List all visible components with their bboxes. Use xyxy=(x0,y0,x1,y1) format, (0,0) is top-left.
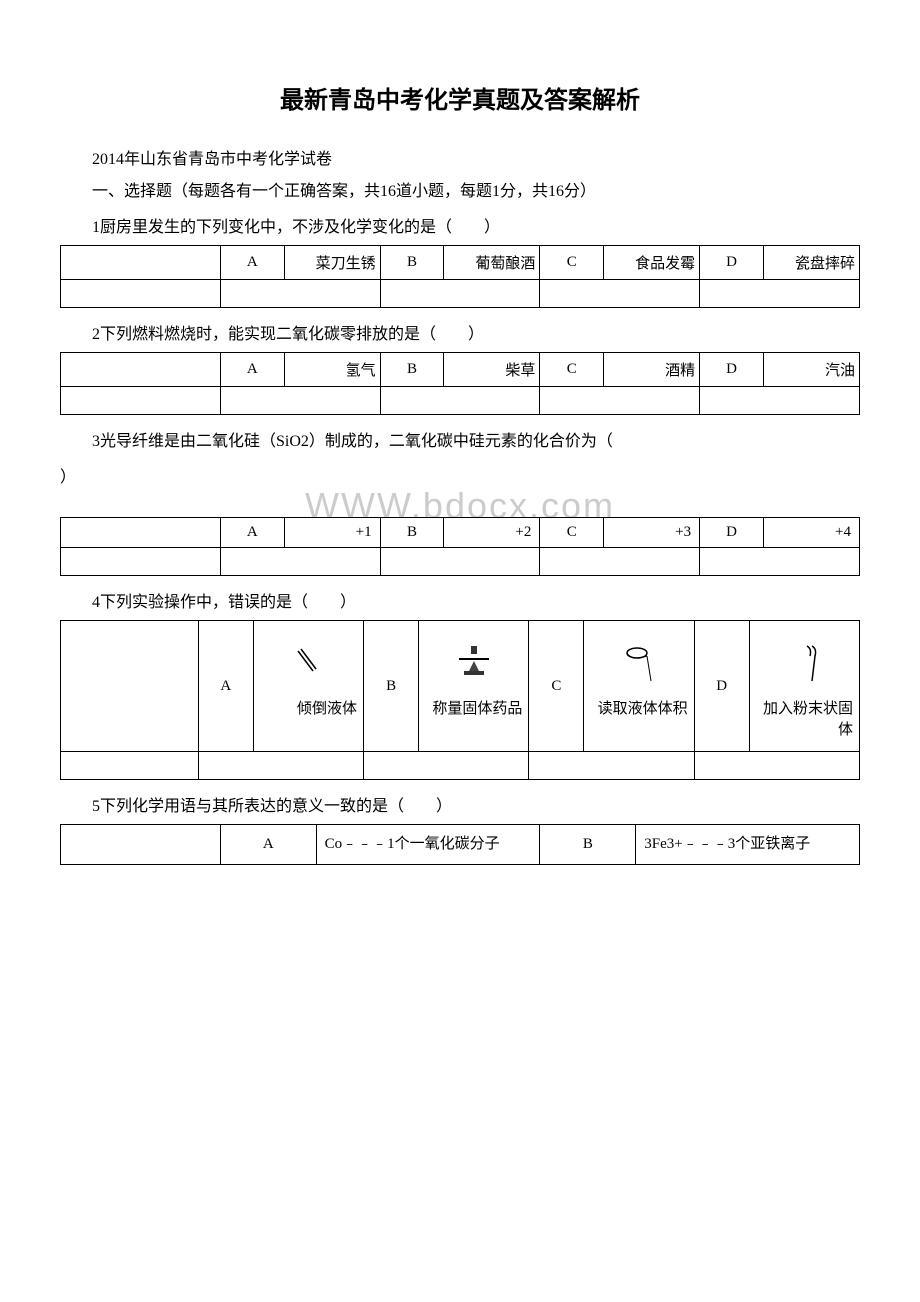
blank-cell xyxy=(61,246,221,280)
option-cell: 读取液体体积 xyxy=(584,621,694,752)
exam-subtitle: 2014年山东省青岛市中考化学试卷 xyxy=(60,145,860,169)
blank-cell xyxy=(694,752,859,780)
blank-cell xyxy=(540,387,700,415)
option-text: 读取液体体积 xyxy=(590,699,687,720)
option-cell: 称量固体药品 xyxy=(419,621,529,752)
option-label: C xyxy=(540,353,604,387)
blank-cell xyxy=(198,752,363,780)
blank-cell xyxy=(529,752,694,780)
option-cell: 加入粉末状固体 xyxy=(749,621,859,752)
option-text: 菜刀生锈 xyxy=(284,246,380,280)
q4-table: A 倾倒液体 B 称量固体药品 C xyxy=(60,620,860,780)
page-title: 最新青岛中考化学真题及答案解析 xyxy=(60,80,860,115)
blank-cell xyxy=(380,387,540,415)
blank-cell xyxy=(61,621,199,752)
blank-cell xyxy=(220,280,380,308)
q1-table: A 菜刀生锈 B 葡萄酿酒 C 食品发霉 D 瓷盘摔碎 xyxy=(60,245,860,308)
question-4: 4下列实验操作中，错误的是（ ） xyxy=(60,588,860,612)
add-powder-icon xyxy=(756,631,853,691)
table-row xyxy=(61,548,860,576)
table-row: A 倾倒液体 B 称量固体药品 C xyxy=(61,621,860,752)
blank-cell xyxy=(364,752,529,780)
option-text: 汽油 xyxy=(764,353,860,387)
option-text: 氢气 xyxy=(284,353,380,387)
option-label: B xyxy=(540,825,636,865)
question-2: 2下列燃料燃烧时，能实现二氧化碳零排放的是（ ） xyxy=(60,320,860,344)
option-label: A xyxy=(220,825,316,865)
blank-cell xyxy=(700,280,860,308)
option-text: 3Fe3+﹣﹣﹣3个亚铁离子 xyxy=(636,825,860,865)
option-text: Co﹣﹣﹣1个一氧化碳分子 xyxy=(316,825,540,865)
table-row: A 氢气 B 柴草 C 酒精 D 汽油 xyxy=(61,353,860,387)
question-3: 3光导纤维是由二氧化硅（SiO2）制成的，二氧化碳中硅元素的化合价为（ xyxy=(60,427,860,451)
table-row: A 菜刀生锈 B 葡萄酿酒 C 食品发霉 D 瓷盘摔碎 xyxy=(61,246,860,280)
question-1: 1厨房里发生的下列变化中，不涉及化学变化的是（ ） xyxy=(60,213,860,237)
q5-table: A Co﹣﹣﹣1个一氧化碳分子 B 3Fe3+﹣﹣﹣3个亚铁离子 xyxy=(60,824,860,865)
option-label: B xyxy=(380,246,444,280)
question-3-cont: ） xyxy=(60,463,860,487)
option-text: 葡萄酿酒 xyxy=(444,246,540,280)
option-label: B xyxy=(380,353,444,387)
blank-cell xyxy=(540,280,700,308)
option-label: C xyxy=(540,246,604,280)
option-label: D xyxy=(700,246,764,280)
blank-cell xyxy=(220,387,380,415)
blank-cell xyxy=(61,280,221,308)
option-text: 食品发霉 xyxy=(604,246,700,280)
option-text: 加入粉末状固体 xyxy=(756,699,853,741)
option-label: D xyxy=(694,621,749,752)
option-text: 酒精 xyxy=(604,353,700,387)
option-label: A xyxy=(220,353,284,387)
option-text: 柴草 xyxy=(444,353,540,387)
option-text: 称量固体药品 xyxy=(425,699,522,720)
section-header: 一、选择题（每题各有一个正确答案，共16道小题，每题1分，共16分） xyxy=(60,177,860,201)
blank-cell xyxy=(700,387,860,415)
table-row xyxy=(61,387,860,415)
option-text: 倾倒液体 xyxy=(260,699,357,720)
table-row xyxy=(61,280,860,308)
blank-cell xyxy=(61,387,221,415)
option-label: C xyxy=(529,621,584,752)
blank-cell xyxy=(380,280,540,308)
blank-cell xyxy=(380,548,540,576)
option-label: D xyxy=(700,353,764,387)
blank-cell xyxy=(220,548,380,576)
blank-cell xyxy=(61,353,221,387)
option-text: 瓷盘摔碎 xyxy=(764,246,860,280)
question-5: 5下列化学用语与其所表达的意义一致的是（ ） xyxy=(60,792,860,816)
blank-cell xyxy=(540,548,700,576)
option-label: A xyxy=(198,621,253,752)
blank-cell xyxy=(700,548,860,576)
blank-cell xyxy=(61,752,199,780)
blank-cell xyxy=(61,548,221,576)
blank-cell xyxy=(61,825,221,865)
q2-table: A 氢气 B 柴草 C 酒精 D 汽油 xyxy=(60,352,860,415)
option-label: B xyxy=(364,621,419,752)
table-row: A Co﹣﹣﹣1个一氧化碳分子 B 3Fe3+﹣﹣﹣3个亚铁离子 xyxy=(61,825,860,865)
table-row xyxy=(61,752,860,780)
balance-icon xyxy=(425,631,522,691)
pour-liquid-icon xyxy=(260,631,357,691)
option-cell: 倾倒液体 xyxy=(253,621,363,752)
option-label: A xyxy=(220,246,284,280)
watermark: WWW.bdocx.com xyxy=(60,485,860,527)
read-volume-icon xyxy=(590,631,687,691)
